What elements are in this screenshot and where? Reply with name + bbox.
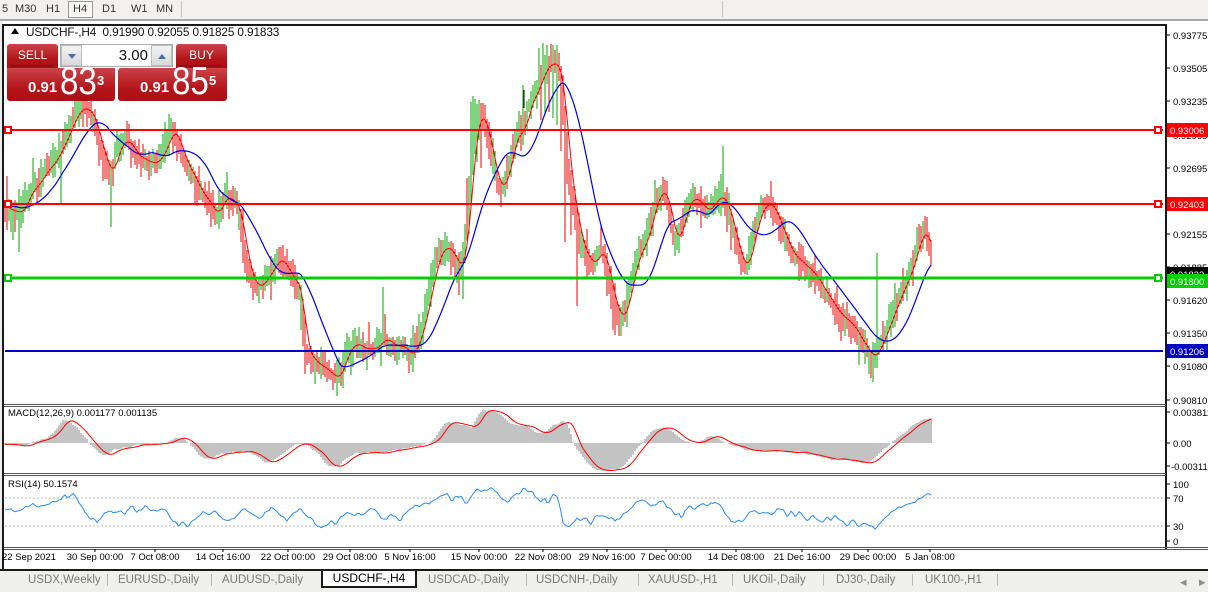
svg-text:15 Nov 00:00: 15 Nov 00:00 <box>451 552 508 563</box>
svg-text:29 Oct 08:00: 29 Oct 08:00 <box>323 552 377 563</box>
svg-text:-0.003115: -0.003115 <box>1171 462 1208 473</box>
svg-text:14 Dec 08:00: 14 Dec 08:00 <box>708 552 765 563</box>
svg-text:0: 0 <box>1173 537 1178 548</box>
svg-text:22 Sep 2021: 22 Sep 2021 <box>2 552 56 563</box>
svg-text:7 Oct 08:00: 7 Oct 08:00 <box>130 552 179 563</box>
svg-text:5 Nov 16:00: 5 Nov 16:00 <box>384 552 435 563</box>
svg-text:RSI(14) 50.1574: RSI(14) 50.1574 <box>8 479 78 490</box>
svg-text:5 Jan 08:00: 5 Jan 08:00 <box>905 552 955 563</box>
svg-text:0.92695: 0.92695 <box>1173 164 1207 175</box>
svg-text:22 Nov 08:00: 22 Nov 08:00 <box>515 552 572 563</box>
svg-text:22 Oct 00:00: 22 Oct 00:00 <box>261 552 315 563</box>
svg-text:MACD(12,26,9) 0.001177 0.00113: MACD(12,26,9) 0.001177 0.001135 <box>8 408 157 419</box>
svg-text:0.91080: 0.91080 <box>1173 362 1207 373</box>
svg-text:0.93235: 0.93235 <box>1173 97 1207 108</box>
svg-text:0.93006: 0.93006 <box>1170 126 1204 137</box>
svg-text:29 Dec 00:00: 29 Dec 00:00 <box>840 552 897 563</box>
svg-text:0.93505: 0.93505 <box>1173 64 1207 75</box>
svg-text:0.91620: 0.91620 <box>1173 296 1207 307</box>
svg-text:30: 30 <box>1173 522 1184 533</box>
svg-text:0.91800: 0.91800 <box>1170 277 1204 288</box>
svg-text:0.91350: 0.91350 <box>1173 329 1207 340</box>
svg-text:7 Dec 00:00: 7 Dec 00:00 <box>640 552 691 563</box>
svg-text:0.91206: 0.91206 <box>1170 347 1204 358</box>
svg-text:0.93775: 0.93775 <box>1173 31 1207 42</box>
svg-text:0.003811: 0.003811 <box>1173 408 1208 419</box>
svg-text:14 Oct 16:00: 14 Oct 16:00 <box>196 552 250 563</box>
svg-text:0.92403: 0.92403 <box>1170 200 1204 211</box>
svg-text:21 Dec 16:00: 21 Dec 16:00 <box>774 552 831 563</box>
svg-text:100: 100 <box>1173 480 1189 491</box>
svg-text:0.00: 0.00 <box>1173 439 1192 450</box>
svg-text:30 Sep 00:00: 30 Sep 00:00 <box>67 552 124 563</box>
svg-text:0.90810: 0.90810 <box>1173 396 1207 407</box>
svg-text:70: 70 <box>1173 494 1184 505</box>
svg-text:29 Nov 16:00: 29 Nov 16:00 <box>579 552 636 563</box>
svg-text:0.92155: 0.92155 <box>1173 230 1207 241</box>
